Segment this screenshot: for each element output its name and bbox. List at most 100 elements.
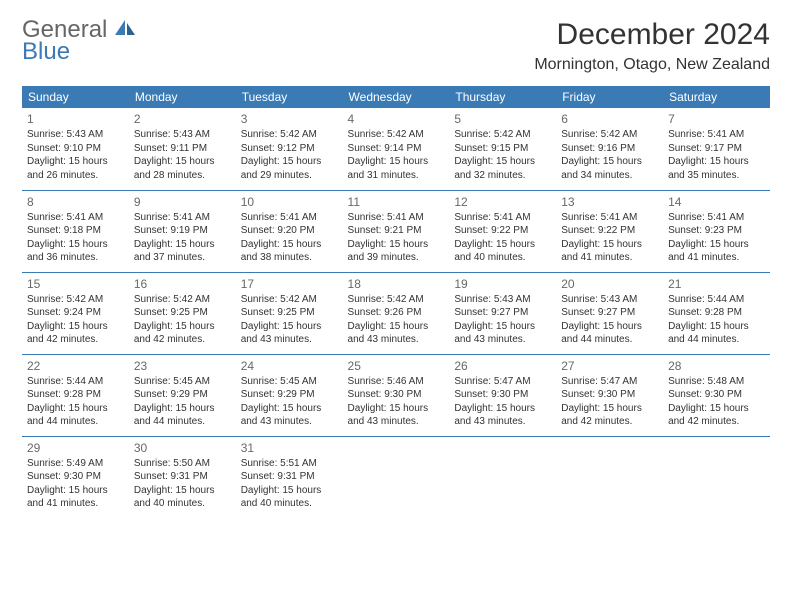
sunset-text: Sunset: 9:11 PM [134,142,231,156]
sunset-text: Sunset: 9:25 PM [134,306,231,320]
daylight-text: Daylight: 15 hours [348,238,445,252]
sunrise-text: Sunrise: 5:44 AM [668,293,765,307]
calendar-cell [556,436,663,518]
daylight-text: and 43 minutes. [348,415,445,429]
title-block: December 2024 Mornington, Otago, New Zea… [534,18,770,74]
daylight-text: Daylight: 15 hours [27,155,124,169]
daylight-text: and 40 minutes. [134,497,231,511]
daylight-text: and 41 minutes. [561,251,658,265]
day-number: 25 [348,358,445,374]
calendar-cell: 16Sunrise: 5:42 AMSunset: 9:25 PMDayligh… [129,272,236,354]
daylight-text: and 44 minutes. [561,333,658,347]
day-number: 29 [27,440,124,456]
day-number: 15 [27,276,124,292]
daylight-text: Daylight: 15 hours [241,155,338,169]
sunrise-text: Sunrise: 5:43 AM [561,293,658,307]
sunset-text: Sunset: 9:30 PM [561,388,658,402]
sunrise-text: Sunrise: 5:41 AM [241,211,338,225]
calendar-cell: 20Sunrise: 5:43 AMSunset: 9:27 PMDayligh… [556,272,663,354]
calendar-cell [343,436,450,518]
sunset-text: Sunset: 9:29 PM [241,388,338,402]
sunset-text: Sunset: 9:29 PM [134,388,231,402]
day-number: 30 [134,440,231,456]
daylight-text: Daylight: 15 hours [134,238,231,252]
sunrise-text: Sunrise: 5:45 AM [134,375,231,389]
daylight-text: Daylight: 15 hours [454,402,551,416]
daylight-text: and 28 minutes. [134,169,231,183]
calendar-cell: 3Sunrise: 5:42 AMSunset: 9:12 PMDaylight… [236,108,343,190]
calendar-cell: 8Sunrise: 5:41 AMSunset: 9:18 PMDaylight… [22,190,129,272]
sunset-text: Sunset: 9:30 PM [348,388,445,402]
col-friday: Friday [556,86,663,108]
sunset-text: Sunset: 9:22 PM [561,224,658,238]
calendar-cell: 14Sunrise: 5:41 AMSunset: 9:23 PMDayligh… [663,190,770,272]
daylight-text: Daylight: 15 hours [241,238,338,252]
day-number: 21 [668,276,765,292]
calendar-cell: 7Sunrise: 5:41 AMSunset: 9:17 PMDaylight… [663,108,770,190]
sunrise-text: Sunrise: 5:45 AM [241,375,338,389]
day-number: 5 [454,111,551,127]
day-number: 2 [134,111,231,127]
calendar-cell: 1Sunrise: 5:43 AMSunset: 9:10 PMDaylight… [22,108,129,190]
sunset-text: Sunset: 9:19 PM [134,224,231,238]
daylight-text: Daylight: 15 hours [241,402,338,416]
day-number: 16 [134,276,231,292]
col-thursday: Thursday [449,86,556,108]
sunset-text: Sunset: 9:30 PM [454,388,551,402]
daylight-text: and 40 minutes. [454,251,551,265]
daylight-text: and 39 minutes. [348,251,445,265]
daylight-text: and 43 minutes. [454,415,551,429]
daylight-text: and 42 minutes. [134,333,231,347]
calendar-cell: 6Sunrise: 5:42 AMSunset: 9:16 PMDaylight… [556,108,663,190]
calendar-cell: 31Sunrise: 5:51 AMSunset: 9:31 PMDayligh… [236,436,343,518]
daylight-text: Daylight: 15 hours [561,320,658,334]
sunset-text: Sunset: 9:31 PM [241,470,338,484]
daylight-text: and 31 minutes. [348,169,445,183]
calendar-header-row: Sunday Monday Tuesday Wednesday Thursday… [22,86,770,108]
sunset-text: Sunset: 9:10 PM [27,142,124,156]
daylight-text: Daylight: 15 hours [454,155,551,169]
daylight-text: Daylight: 15 hours [454,238,551,252]
daylight-text: and 41 minutes. [27,497,124,511]
daylight-text: and 38 minutes. [241,251,338,265]
daylight-text: and 34 minutes. [561,169,658,183]
day-number: 22 [27,358,124,374]
day-number: 1 [27,111,124,127]
col-saturday: Saturday [663,86,770,108]
sunrise-text: Sunrise: 5:41 AM [27,211,124,225]
daylight-text: Daylight: 15 hours [561,155,658,169]
daylight-text: and 42 minutes. [27,333,124,347]
calendar-table: Sunday Monday Tuesday Wednesday Thursday… [22,86,770,518]
sunrise-text: Sunrise: 5:42 AM [561,128,658,142]
sunset-text: Sunset: 9:28 PM [668,306,765,320]
daylight-text: and 44 minutes. [134,415,231,429]
sunset-text: Sunset: 9:21 PM [348,224,445,238]
calendar-cell: 28Sunrise: 5:48 AMSunset: 9:30 PMDayligh… [663,354,770,436]
daylight-text: Daylight: 15 hours [241,320,338,334]
daylight-text: and 43 minutes. [241,415,338,429]
sunrise-text: Sunrise: 5:47 AM [454,375,551,389]
sunrise-text: Sunrise: 5:46 AM [348,375,445,389]
sunset-text: Sunset: 9:27 PM [454,306,551,320]
daylight-text: and 26 minutes. [27,169,124,183]
sunset-text: Sunset: 9:27 PM [561,306,658,320]
daylight-text: Daylight: 15 hours [134,484,231,498]
day-number: 28 [668,358,765,374]
calendar-cell: 11Sunrise: 5:41 AMSunset: 9:21 PMDayligh… [343,190,450,272]
calendar-row: 1Sunrise: 5:43 AMSunset: 9:10 PMDaylight… [22,108,770,190]
location-text: Mornington, Otago, New Zealand [534,56,770,74]
sunrise-text: Sunrise: 5:51 AM [241,457,338,471]
calendar-cell [449,436,556,518]
calendar-cell: 25Sunrise: 5:46 AMSunset: 9:30 PMDayligh… [343,354,450,436]
header: General Blue December 2024 Mornington, O… [22,18,770,74]
sunrise-text: Sunrise: 5:41 AM [134,211,231,225]
sunset-text: Sunset: 9:16 PM [561,142,658,156]
daylight-text: and 43 minutes. [454,333,551,347]
day-number: 17 [241,276,338,292]
day-number: 23 [134,358,231,374]
daylight-text: Daylight: 15 hours [27,402,124,416]
daylight-text: Daylight: 15 hours [134,402,231,416]
sunrise-text: Sunrise: 5:41 AM [454,211,551,225]
col-sunday: Sunday [22,86,129,108]
daylight-text: Daylight: 15 hours [668,402,765,416]
